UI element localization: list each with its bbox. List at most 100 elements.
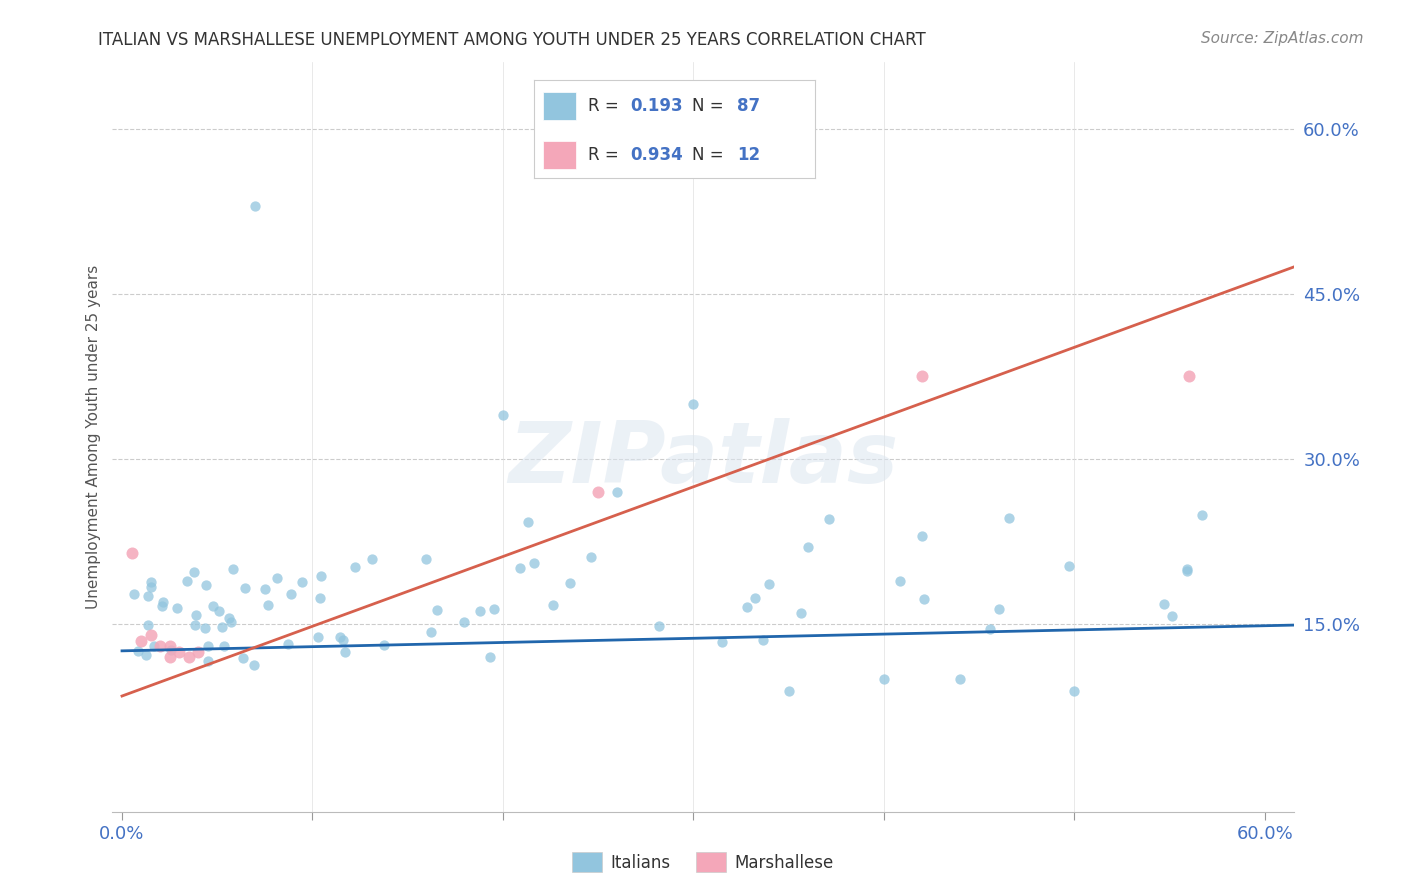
Point	[127, 644, 149, 658]
Point	[1175, 562, 1198, 576]
Point	[1175, 564, 1198, 578]
Point	[211, 619, 233, 633]
Point	[478, 649, 501, 664]
Point	[136, 589, 159, 603]
Point	[744, 591, 766, 605]
Point	[373, 638, 395, 652]
Point	[149, 640, 172, 654]
Point	[468, 604, 491, 618]
Point	[266, 572, 288, 586]
Text: N =: N =	[692, 97, 728, 115]
Point	[183, 618, 205, 632]
Point	[197, 654, 219, 668]
Point	[579, 549, 602, 564]
Point	[176, 574, 198, 588]
Point	[647, 618, 669, 632]
Point	[277, 637, 299, 651]
Point	[778, 683, 800, 698]
Point	[219, 615, 242, 629]
Point	[1063, 683, 1085, 698]
Text: N =: N =	[692, 146, 728, 164]
Point	[797, 541, 820, 555]
Point	[167, 645, 190, 659]
Point	[911, 369, 934, 384]
Point	[492, 408, 515, 422]
Text: R =: R =	[588, 146, 624, 164]
Point	[586, 485, 609, 500]
Point	[218, 611, 240, 625]
Point	[183, 565, 205, 579]
Text: 0.934: 0.934	[630, 146, 683, 164]
Point	[523, 556, 546, 570]
Point	[1161, 609, 1184, 624]
Point	[142, 639, 165, 653]
Point	[979, 622, 1001, 636]
Legend: Italians, Marshallese: Italians, Marshallese	[565, 846, 841, 879]
Point	[752, 633, 775, 648]
Point	[177, 650, 200, 665]
Point	[541, 599, 564, 613]
Point	[873, 673, 896, 687]
Point	[159, 650, 181, 665]
Point	[222, 562, 245, 576]
Point	[152, 595, 174, 609]
Point	[256, 599, 278, 613]
Point	[453, 615, 475, 630]
Point	[1059, 558, 1081, 573]
Point	[245, 199, 267, 213]
Point	[129, 634, 152, 648]
Point	[415, 552, 437, 566]
Point	[135, 648, 157, 662]
Point	[509, 561, 531, 575]
Point	[735, 599, 758, 614]
Point	[291, 575, 314, 590]
Point	[998, 511, 1021, 525]
Point	[159, 643, 181, 657]
Point	[911, 529, 934, 543]
Point	[139, 628, 162, 642]
Bar	[543, 92, 576, 120]
Point	[710, 634, 733, 648]
Y-axis label: Unemployment Among Youth under 25 years: Unemployment Among Youth under 25 years	[86, 265, 101, 609]
Point	[159, 640, 181, 654]
Point	[789, 606, 811, 620]
Text: ITALIAN VS MARSHALLESE UNEMPLOYMENT AMONG YOUTH UNDER 25 YEARS CORRELATION CHART: ITALIAN VS MARSHALLESE UNEMPLOYMENT AMON…	[98, 31, 927, 49]
Text: 87: 87	[737, 97, 759, 115]
Point	[307, 630, 329, 644]
Point	[343, 560, 366, 574]
Point	[194, 578, 217, 592]
Point	[194, 621, 217, 635]
Point	[280, 586, 302, 600]
Point	[335, 645, 357, 659]
Point	[166, 601, 188, 615]
Point	[208, 604, 231, 618]
Point	[197, 639, 219, 653]
Point	[420, 625, 443, 640]
Point	[360, 551, 382, 566]
Point	[949, 673, 972, 687]
Point	[606, 485, 628, 500]
Text: 0.193: 0.193	[630, 97, 682, 115]
Point	[212, 639, 235, 653]
Point	[139, 574, 162, 589]
Point	[988, 601, 1011, 615]
Point	[912, 591, 935, 606]
Point	[1177, 369, 1199, 384]
Point	[243, 658, 266, 673]
Point	[136, 617, 159, 632]
Point	[311, 569, 333, 583]
Point	[150, 599, 173, 613]
Point	[482, 602, 505, 616]
Point	[309, 591, 332, 605]
Bar	[543, 141, 576, 169]
Point	[122, 587, 145, 601]
Point	[187, 645, 209, 659]
Text: 12: 12	[737, 146, 759, 164]
Point	[682, 397, 704, 411]
Point	[1191, 508, 1213, 523]
Point	[329, 630, 352, 644]
Point	[1153, 597, 1175, 611]
Point	[202, 599, 225, 613]
Point	[758, 577, 780, 591]
Point	[818, 512, 841, 526]
